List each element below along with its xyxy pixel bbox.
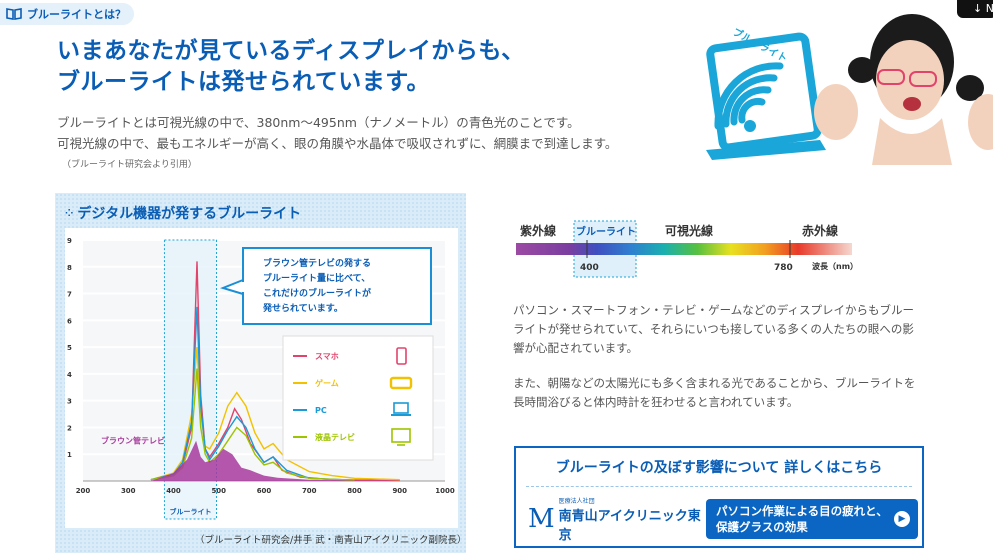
callout-text-line: ブラウン管テレビの発する	[263, 257, 371, 269]
game-icon	[389, 376, 413, 390]
paragraph-2-line: 長時間浴びると体内時計を狂わせると言われています。	[513, 395, 799, 409]
blue-light-band-label: ブルーライト	[169, 507, 211, 516]
intro-line-2: 可視光線の中で、最もエネルギーが高く、眼の角膜や水晶体で吸収されずに、網膜まで到…	[57, 136, 618, 151]
paragraph-1-line: パソコン・スマートフォン・テレビ・ゲームなどのディスプレイからもブルー	[513, 303, 915, 317]
tick-780: 780	[774, 263, 793, 273]
info-box: ブルーライトの及ぼす影響について 詳しくはこちら M 医療法人社団 南青山アイク…	[514, 446, 924, 548]
dots-icon: ⁘	[65, 207, 74, 219]
intro-citation: （ブルーライト研究会より引用）	[62, 160, 197, 170]
paragraph-1: パソコン・スマートフォン・テレビ・ゲームなどのディスプレイからもブルー ライトが…	[513, 301, 943, 358]
headline-line-2: ブルーライトは発せられています。	[57, 69, 431, 95]
spectrum-chart: 1 2 3 4 5 6 7 8 9 200 300 400 500 600 700 800 900 1000 ブルー…	[67, 237, 455, 520]
callout-box	[242, 247, 432, 325]
legend-box	[282, 335, 434, 461]
visible-light-label: 可視光線	[665, 223, 713, 238]
intro-text: ブルーライトとは可視光線の中で、380nm〜495nm（ナノメートル）の青色光の…	[57, 112, 617, 154]
x-tick-label: 500	[211, 487, 226, 495]
callout-text-line: ブルーライト量に比べて、	[263, 272, 370, 284]
section-tag-label: ブルーライトとは？	[27, 8, 126, 21]
y-tick-label: 7	[67, 291, 72, 299]
x-tick-label: 300	[121, 487, 136, 495]
button-line-1: パソコン作業による目の疲れと、	[716, 504, 888, 518]
book-icon	[6, 8, 22, 20]
clinic-type: 医療法人社団	[558, 497, 595, 505]
x-tick-label: 200	[76, 487, 91, 495]
legend-label: PC	[315, 406, 327, 415]
arrow-right-icon: ▶	[894, 511, 910, 527]
chart-panel-title: ⁘ デジタル機器が発するブルーライト	[65, 203, 301, 223]
hero-illustration: ブルーライト	[706, 14, 993, 165]
info-box-divider	[526, 486, 912, 487]
x-tick-label: 600	[257, 487, 272, 495]
page-headline: いまあなたが見ているディスプレイからも、 ブルーライトは発せられています。	[57, 36, 525, 98]
y-tick-label: 6	[67, 317, 72, 325]
wavelength-spectrum: 紫外線 ブルーライト 可視光線 赤外線 400 780 波長（nm）	[516, 220, 858, 278]
y-tick-label: 2	[67, 424, 72, 432]
signal-waves-icon	[714, 62, 784, 132]
next-button[interactable]: ↓ N	[957, 0, 993, 18]
uv-label: 紫外線	[520, 223, 556, 238]
callout-text-line: これだけのブルーライトが	[263, 287, 372, 299]
callout-pointer-mask	[242, 282, 245, 292]
legend-label: スマホ	[315, 352, 339, 361]
y-tick-label: 3	[67, 398, 72, 406]
crt-label: ブラウン管テレビ	[101, 436, 165, 446]
paragraph-2-line: また、朝陽などの太陽光にも多く含まれる光であることから、ブルーライトを	[513, 376, 916, 390]
blue-light-label: ブルーライト	[576, 225, 636, 238]
eye-fatigue-link-button[interactable]: パソコン作業による目の疲れと、 保護グラスの効果 ▶	[706, 499, 918, 539]
y-tick-label: 4	[67, 371, 72, 379]
y-tick-label: 9	[67, 237, 72, 245]
person-photo	[814, 14, 993, 165]
y-tick-label: 1	[67, 451, 72, 459]
y-tick-label: 5	[67, 344, 72, 352]
info-box-heading[interactable]: ブルーライトの及ぼす影響について 詳しくはこちら	[555, 460, 883, 476]
callout-text-line: 発せられています。	[262, 302, 343, 314]
intro-line-1: ブルーライトとは可視光線の中で、380nm〜495nm（ナノメートル）の青色光の…	[57, 115, 580, 130]
clinic-name: 南青山アイクリニック東京	[558, 508, 701, 543]
laptop-icon	[393, 402, 409, 414]
x-tick-label: 400	[166, 487, 181, 495]
clinic-logo[interactable]: M 医療法人社団 南青山アイクリニック東京	[528, 498, 708, 543]
chart-citation: （ブルーライト研究会/井手 武・南青山アイクリニック副院長）	[195, 535, 467, 546]
wavelength-unit: 波長（nm）	[812, 261, 858, 271]
headline-line-1: いまあなたが見ているディスプレイからも、	[57, 38, 525, 64]
tv-icon	[391, 428, 411, 443]
paragraph-1-line: ライトが発せられていて、それらにいつも接している多くの人たちの眼への影	[513, 322, 914, 336]
x-tick-label: 700	[302, 487, 317, 495]
series-area-crt	[150, 440, 400, 481]
spectrum-bar	[516, 243, 852, 255]
button-line-2: 保護グラスの効果	[716, 520, 808, 534]
clinic-logo-letter: M	[528, 504, 555, 534]
smartphone-icon	[396, 347, 407, 365]
x-tick-label: 800	[347, 487, 362, 495]
paragraph-2: また、朝陽などの太陽光にも多く含まれる光であることから、ブルーライトを 長時間浴…	[513, 374, 943, 412]
series-line	[150, 306, 355, 481]
ir-label: 赤外線	[802, 223, 838, 238]
chart-area: 1 2 3 4 5 6 7 8 9 200 300 400 500 600 700 800 900 1000 ブルー…	[65, 228, 458, 528]
legend-label: 液晶テレビ	[315, 432, 355, 442]
x-tick-label: 1000	[435, 487, 455, 495]
paragraph-1-line: 響が心配されています。	[513, 341, 639, 355]
section-tag: ブルーライトとは？	[0, 3, 134, 25]
series-line	[150, 368, 355, 481]
tick-400: 400	[580, 263, 599, 273]
y-tick-label: 8	[67, 264, 72, 272]
chart-title-text: デジタル機器が発するブルーライト	[77, 206, 302, 222]
legend-label: ゲーム	[315, 378, 339, 388]
x-tick-label: 900	[392, 487, 407, 495]
monitor-icon	[706, 32, 826, 160]
chart-panel: ⁘ デジタル機器が発するブルーライト 1 2 3 4 5 6 7 8 9 200 300 400 500…	[55, 193, 467, 553]
